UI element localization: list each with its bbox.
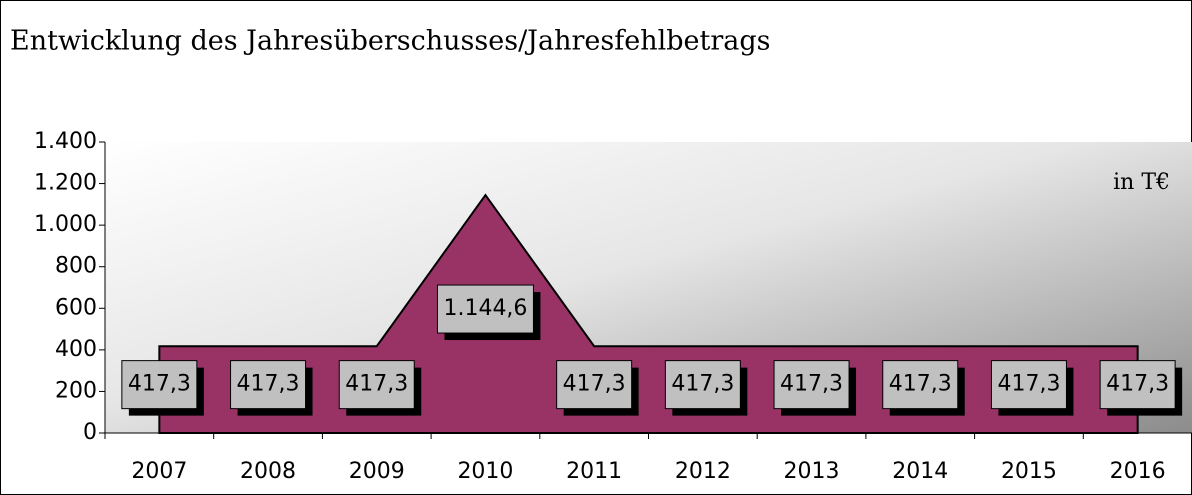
y-tick-label: 400 <box>55 337 97 362</box>
label-box <box>230 360 307 410</box>
x-tick-label: 2009 <box>349 459 405 484</box>
label-box <box>121 360 198 410</box>
y-tick-label: 200 <box>55 378 97 403</box>
x-tick-label: 2016 <box>1110 459 1166 484</box>
label-box <box>556 360 633 410</box>
label-box <box>664 360 741 410</box>
data-label: 1.144,6 <box>443 296 527 321</box>
data-label: 417,3 <box>563 372 626 397</box>
x-tick-label: 2012 <box>675 459 731 484</box>
label-box <box>990 360 1067 410</box>
x-tick-label: 2013 <box>784 459 840 484</box>
x-tick-label: 2011 <box>566 459 622 484</box>
y-tick-label: 800 <box>55 254 97 279</box>
y-tick-label: 1.000 <box>34 212 97 237</box>
chart-title: Entwicklung des Jahresüberschusses/Jahre… <box>10 26 770 57</box>
x-tick-label: 2014 <box>892 459 948 484</box>
data-label: 417,3 <box>128 372 191 397</box>
data-label: 417,3 <box>671 372 734 397</box>
x-tick-label: 2015 <box>1001 459 1057 484</box>
data-label: 417,3 <box>1106 372 1169 397</box>
data-label: 417,3 <box>780 372 843 397</box>
label-box <box>882 360 959 410</box>
y-tick-label: 1.400 <box>34 129 97 154</box>
x-tick-label: 2010 <box>457 459 513 484</box>
data-label: 417,3 <box>889 372 952 397</box>
label-box <box>338 360 415 410</box>
x-tick-label: 2007 <box>131 459 187 484</box>
annotation: in T€ <box>1113 170 1170 195</box>
data-label: 417,3 <box>345 372 408 397</box>
label-box <box>773 360 850 410</box>
label-box <box>436 284 534 334</box>
data-label: 417,3 <box>237 372 300 397</box>
x-tick-label: 2008 <box>240 459 296 484</box>
y-tick-label: 0 <box>83 420 97 445</box>
data-label: 417,3 <box>997 372 1060 397</box>
label-box <box>1099 360 1176 410</box>
y-tick-label: 600 <box>55 295 97 320</box>
y-tick-label: 1.200 <box>34 171 97 196</box>
